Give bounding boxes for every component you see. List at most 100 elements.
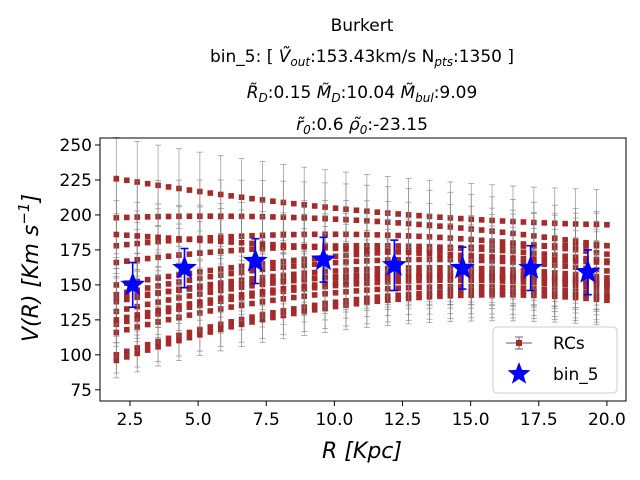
- rc-point: [123, 258, 130, 264]
- rc-point: [604, 279, 610, 285]
- rc-point: [374, 279, 381, 286]
- bin5-star: [575, 259, 601, 283]
- bin5-point: [120, 261, 146, 309]
- rc-point: [583, 284, 589, 290]
- rc-point: [499, 291, 506, 298]
- rc-point: [583, 221, 589, 228]
- rc-point: [332, 299, 339, 306]
- rc-point: [290, 200, 297, 207]
- rc-point: [217, 238, 224, 245]
- rc-point: [583, 289, 589, 296]
- rc-point: [311, 215, 318, 222]
- rc-point: [228, 323, 234, 330]
- rc-point: [416, 294, 422, 301]
- y-axis-ticks: 75 100 125 150 175 200 225 250: [60, 136, 100, 401]
- rc-point: [270, 259, 276, 266]
- rc-point: [457, 225, 464, 231]
- rc-point: [478, 292, 485, 298]
- bin5-point: [172, 247, 197, 289]
- rc-point: [604, 268, 610, 274]
- rc-point: [541, 269, 548, 275]
- rc-point: [562, 245, 568, 252]
- rc-point: [290, 284, 297, 291]
- bin5-point: [311, 236, 336, 283]
- rc-point: [447, 251, 454, 258]
- rc-point: [457, 215, 464, 222]
- rc-point: [123, 318, 130, 325]
- x-tick-label: 5.0: [185, 410, 212, 430]
- rc-point: [322, 281, 328, 287]
- rc-point: [384, 248, 391, 255]
- bin5-point: [382, 239, 407, 292]
- rc-point: [311, 275, 318, 282]
- rc-point: [353, 266, 360, 273]
- rc-point: [437, 214, 443, 220]
- rc-point: [290, 276, 297, 283]
- rc-point: [604, 221, 610, 228]
- rc-point: [197, 299, 203, 305]
- rc-point: [311, 203, 318, 209]
- y-tick-label: 125: [60, 311, 92, 331]
- rc-point: [123, 294, 130, 301]
- rc-point: [249, 319, 255, 325]
- rc-point: [270, 265, 276, 272]
- rc-point: [562, 276, 568, 282]
- rc-point: [134, 312, 141, 318]
- rc-point: [499, 218, 506, 224]
- rc-point: [207, 190, 214, 196]
- rc-point: [499, 288, 506, 295]
- rc-point: [270, 287, 276, 293]
- rc-point: [437, 277, 443, 284]
- rc-point: [457, 283, 464, 290]
- rc-point: [228, 296, 234, 303]
- rc-point: [416, 284, 422, 291]
- rc-point: [395, 220, 401, 226]
- rc-point: [228, 281, 234, 288]
- rc-point: [562, 270, 568, 277]
- rc-point: [186, 329, 193, 336]
- rc-point: [353, 278, 360, 284]
- rc-point: [562, 237, 568, 243]
- rc-point: [186, 334, 193, 341]
- rc-point: [144, 233, 151, 240]
- bin5-layer: [120, 236, 601, 309]
- rc-point: [123, 314, 130, 321]
- rc-point: [353, 242, 360, 249]
- rc-point: [249, 213, 255, 220]
- rc-point: [311, 302, 318, 309]
- rc-point: [249, 314, 255, 320]
- rc-point: [249, 300, 255, 307]
- rc-point: [165, 213, 172, 220]
- rc-point: [144, 255, 151, 262]
- rc-point: [583, 242, 589, 249]
- rc-point: [520, 255, 527, 262]
- rc-point: [332, 280, 339, 286]
- rc-point: [249, 240, 255, 247]
- rc-point: [437, 289, 443, 296]
- rc-point: [290, 257, 297, 264]
- rc-point: [165, 281, 172, 287]
- rc-point: [311, 231, 318, 238]
- rc-point: [499, 243, 506, 250]
- rc-point: [280, 285, 287, 292]
- rc-point: [353, 246, 360, 253]
- rc-point: [353, 217, 360, 224]
- rc-point: [541, 293, 548, 299]
- rc-point: [353, 258, 360, 265]
- rc-point: [311, 244, 318, 250]
- rc-point: [186, 277, 193, 283]
- rc-point: [207, 213, 214, 219]
- rc-point: [259, 241, 266, 247]
- rc-point: [499, 258, 506, 265]
- rc-point: [437, 270, 443, 276]
- rc-point: [395, 249, 401, 255]
- rc-point: [134, 350, 141, 357]
- rc-point: [437, 264, 443, 271]
- rc-point: [541, 261, 548, 268]
- rc-point: [228, 286, 234, 292]
- rc-point: [374, 276, 381, 283]
- rc-point: [499, 273, 506, 280]
- title-line-2: bin_5: [ Ṽout:153.43km/s Npts:1350 ]: [210, 45, 514, 69]
- rc-point: [217, 295, 224, 302]
- y-tick-label: 175: [60, 241, 92, 261]
